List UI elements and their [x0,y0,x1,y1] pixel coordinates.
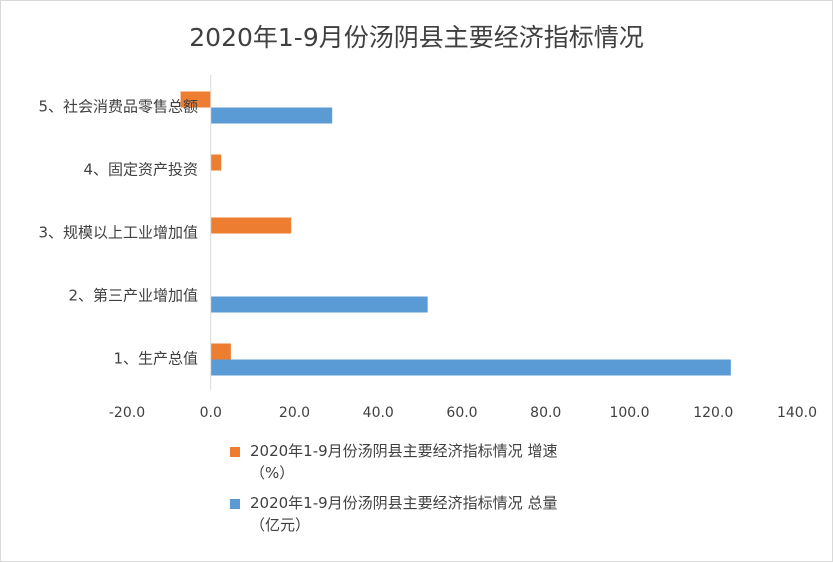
bar-total-1 [210,359,731,376]
bar-total-5 [210,107,333,124]
bars-group [180,91,731,376]
x-tick-label: 40.0 [363,405,394,421]
x-tick-label: 120.0 [693,405,733,421]
category-label-5: 5、社会消费品零售总额 [38,98,198,116]
category-label-1: 1、生产总值 [113,350,198,368]
legend-item-growth: 2020年1-9月份汤阴县主要经济指标情况 增速 （%） [230,440,750,484]
x-tick-labels: -20.0 0.0 20.0 40.0 60.0 80.0 100.0 120.0 140.0 [109,405,817,421]
x-tick-label: 20.0 [279,405,310,421]
bar-growth-1 [210,343,231,360]
category-labels: 1、生产总值 2、第三产业增加值 3、规模以上工业增加值 4、固定资产投资 5、社会消费… [38,98,198,368]
x-tick-label: 0.0 [200,405,222,421]
legend-item-total: 2020年1-9月份汤阴县主要经济指标情况 总量 （亿元） [230,492,750,536]
x-tick-label: 80.0 [530,405,561,421]
legend-swatch-total [230,499,240,509]
legend-label-growth: 2020年1-9月份汤阴县主要经济指标情况 增速 （%） [250,442,558,482]
x-tick-label: 60.0 [446,405,477,421]
x-tick-label: 100.0 [609,405,649,421]
category-label-4: 4、固定资产投资 [83,161,198,179]
x-tick-label: 140.0 [777,405,817,421]
legend-swatch-growth [230,447,240,457]
category-label-2: 2、第三产业增加值 [68,287,198,305]
bar-growth-5 [180,91,211,108]
chart-plot-area: 1、生产总值 2、第三产业增加值 3、规模以上工业增加值 4、固定资产投资 5、社会消费… [38,75,817,421]
category-label-3: 3、规模以上工业增加值 [38,224,198,242]
x-tick-label: -20.0 [109,405,145,421]
legend: 2020年1-9月份汤阴县主要经济指标情况 增速 （%） 2020年1-9月份汤… [230,440,750,544]
bar-growth-4 [210,154,222,171]
legend-label-total: 2020年1-9月份汤阴县主要经济指标情况 总量 （亿元） [250,494,558,534]
chart-title: 2020年1-9月份汤阴县主要经济指标情况 [189,23,644,52]
bar-growth-3 [210,217,292,234]
bar-total-2 [210,296,428,313]
